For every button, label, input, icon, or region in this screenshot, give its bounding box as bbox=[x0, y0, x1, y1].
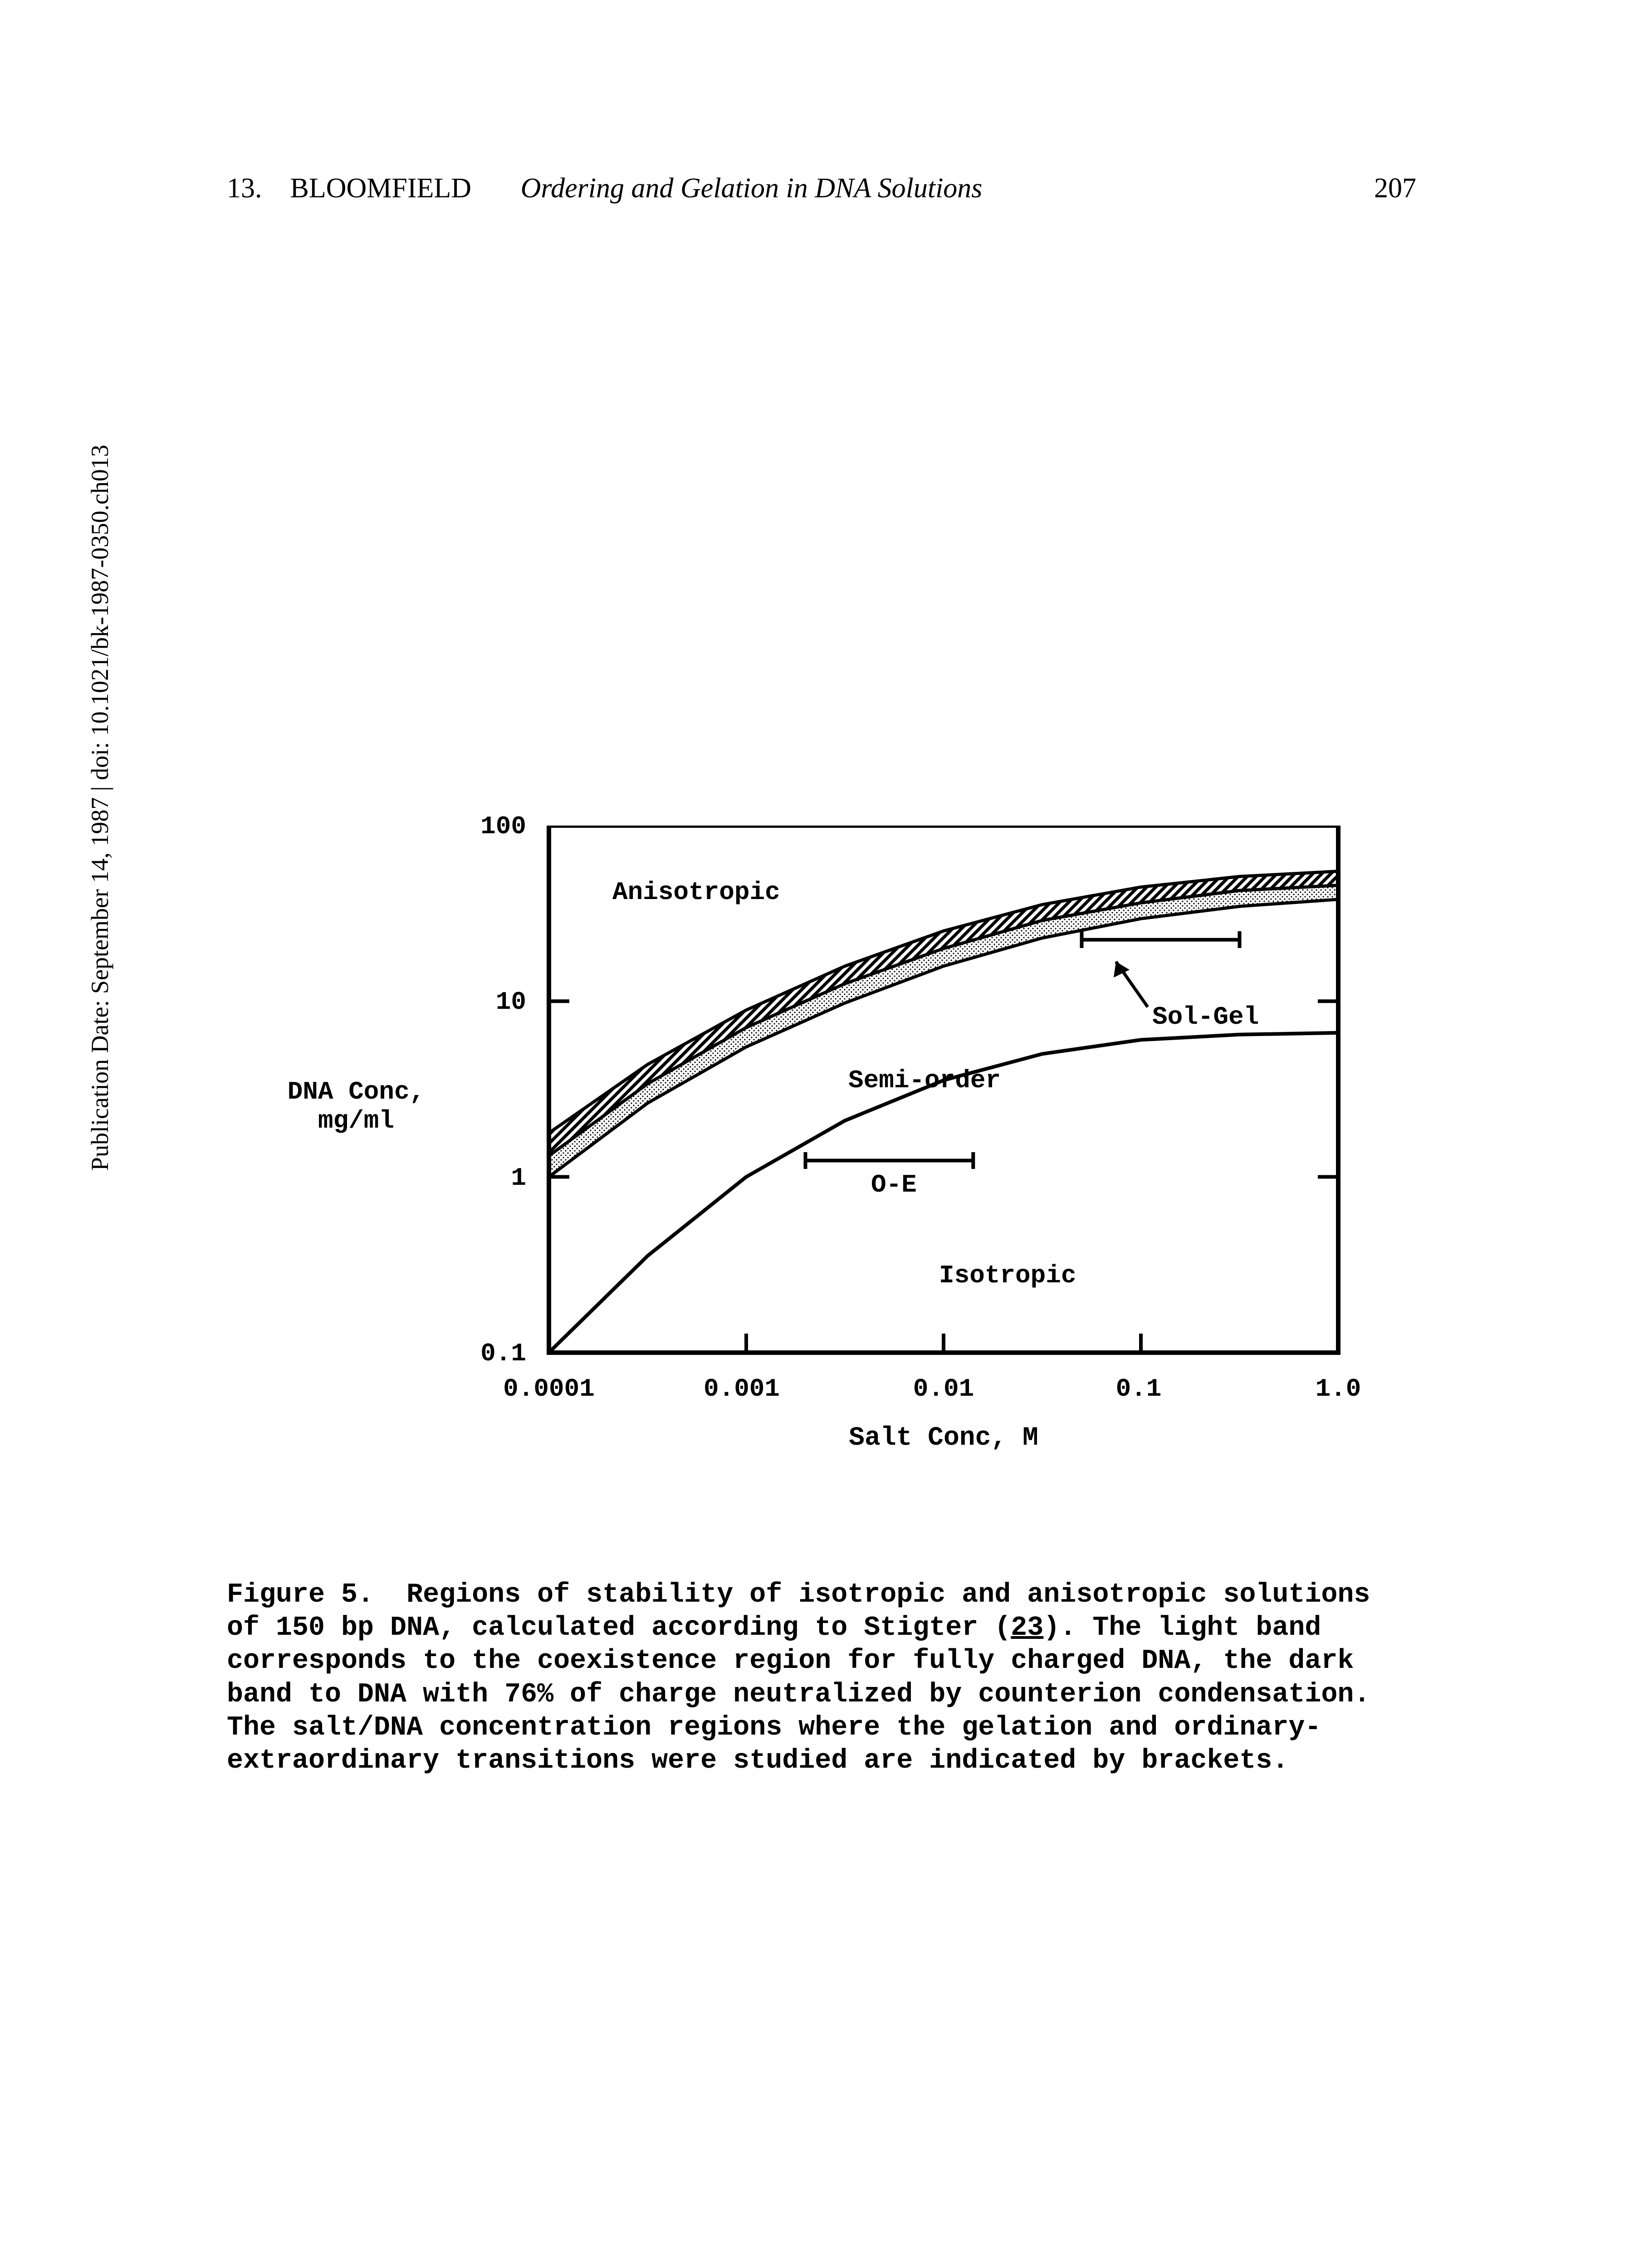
xtick-0001: 0.0001 bbox=[494, 1374, 603, 1403]
caption-label: Figure 5. bbox=[227, 1579, 374, 1610]
x-ticks bbox=[549, 1334, 1338, 1353]
figure-caption: Figure 5. Regions of stability of isotro… bbox=[227, 1579, 1406, 1778]
running-title: Ordering and Gelation in DNA Solutions bbox=[521, 173, 983, 204]
xtick-1: 0.1 bbox=[1107, 1374, 1170, 1403]
author-name: BLOOMFIELD bbox=[290, 173, 472, 204]
caption-ref: 23 bbox=[1011, 1613, 1043, 1643]
xtick-01: 0.01 bbox=[903, 1374, 984, 1403]
x-axis-label: Salt Conc, M bbox=[762, 1423, 1125, 1453]
page-header: 13. BLOOMFIELD Ordering and Gelation in … bbox=[227, 172, 1416, 205]
sol-gel-arrow bbox=[1114, 962, 1148, 1007]
publication-metadata: Publication Date: September 14, 1987 | d… bbox=[86, 445, 114, 1171]
sol-gel-bracket bbox=[1082, 931, 1240, 948]
phase-diagram-svg bbox=[254, 826, 1379, 1370]
dark-band bbox=[549, 871, 1338, 1156]
xtick-001: 0.001 bbox=[696, 1374, 787, 1403]
page-number: 207 bbox=[1374, 172, 1416, 205]
header-left: 13. BLOOMFIELD Ordering and Gelation in … bbox=[227, 172, 982, 205]
xtick-10: 1.0 bbox=[1306, 1374, 1370, 1403]
chapter-number: 13. bbox=[227, 173, 262, 204]
light-band bbox=[549, 885, 1338, 1177]
oe-bracket bbox=[806, 1152, 974, 1169]
